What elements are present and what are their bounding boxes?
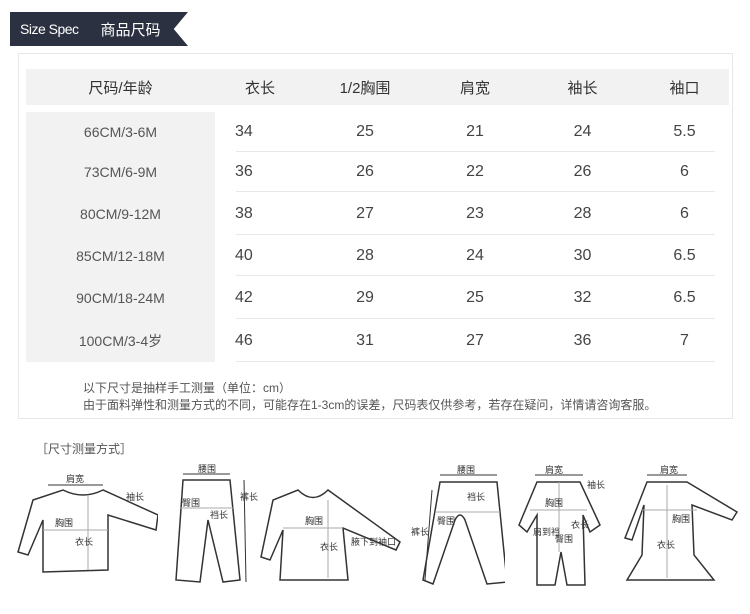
- value-cell: 21: [466, 123, 484, 140]
- table-row: 100CM/3-4岁 46 31 27 36 7: [26, 319, 729, 362]
- value-cell: 36: [235, 163, 253, 180]
- label: 胸围: [672, 513, 690, 525]
- label: 肩宽: [66, 473, 84, 485]
- value-cell: 6.5: [673, 246, 696, 264]
- row-divider: [236, 318, 715, 319]
- column-header: 肩宽: [459, 79, 490, 97]
- value-cell: 27: [356, 204, 374, 222]
- size-cell: 100CM/3-4岁: [78, 332, 163, 349]
- value-cell: 28: [573, 204, 592, 222]
- value-cell: 6: [680, 163, 689, 180]
- column-header: 袖长: [567, 79, 598, 97]
- value-cell: 30: [573, 246, 592, 264]
- value-cell: 22: [466, 163, 484, 180]
- size-cell: 66CM/3-6M: [83, 124, 158, 140]
- banner-cn: 商品尺码: [100, 21, 161, 39]
- label: 袖长: [126, 491, 144, 503]
- size-cell: 80CM/9-12M: [80, 205, 161, 222]
- table-row: 80CM/9-12M 38 27 23 28 6: [26, 192, 729, 235]
- label: 臀围: [555, 534, 573, 545]
- label: 臀围: [182, 498, 200, 509]
- label: 裆长: [210, 509, 228, 521]
- label: 裤长: [411, 526, 429, 538]
- table-row: 73CM/6-9M 36 26 22 26 6: [26, 152, 729, 192]
- size-column-bg: [26, 112, 215, 362]
- size-cell: 85CM/12-18M: [76, 247, 165, 264]
- note-line: 以下尺寸是抽样手工测量（单位：cm）: [83, 381, 291, 395]
- raglan-top-illustration: 胸围 衣长 腋下到袖口: [260, 489, 401, 581]
- value-cell: 6: [680, 204, 689, 222]
- label: 肩到裆: [533, 526, 560, 538]
- table-header: 尺码/年龄 衣长 1/2胸围 肩宽 袖长 袖口: [26, 69, 729, 105]
- column-header: 衣长: [244, 79, 275, 97]
- value-cell: 6.5: [673, 288, 696, 306]
- long-sleeve-top-illustration: 肩宽 袖长 胸围 衣长: [17, 473, 158, 573]
- open-crotch-pants-illustration: 腰围 裆长 臀围 裤长: [411, 465, 505, 585]
- label: 胸围: [305, 515, 323, 527]
- value-cell: 29: [356, 288, 374, 306]
- label: 臀围: [437, 516, 455, 527]
- value-cell: 23: [466, 204, 484, 222]
- label: 腰围: [457, 465, 475, 476]
- value-cell: 40: [235, 246, 253, 264]
- label: 腋下到袖口: [351, 536, 396, 548]
- label: 裆长: [467, 491, 485, 503]
- row-divider: [236, 191, 715, 192]
- table-row: 90CM/18-24M 42 29 25 32 6.5: [26, 276, 729, 319]
- banner-en: Size Spec: [20, 21, 79, 37]
- table-row: 85CM/12-18M 40 28 24 30 6.5: [26, 235, 729, 276]
- value-cell: 26: [356, 163, 374, 180]
- label: 肩宽: [660, 464, 678, 476]
- label: 衣长: [320, 541, 338, 553]
- pants-illustration: 腰围 裤长 臀围 裆长: [175, 464, 258, 583]
- size-table-card: 尺码/年龄 衣长 1/2胸围 肩宽 袖长 袖口 66CM/3-6M 34 25 21 24 5.5 7…: [18, 53, 733, 419]
- dress-illustration: 肩宽 胸围 衣长: [624, 464, 739, 581]
- value-cell: 5.5: [673, 123, 696, 140]
- value-cell: 25: [466, 288, 484, 306]
- value-cell: 36: [573, 331, 592, 349]
- label: 裤长: [240, 491, 258, 503]
- column-header: 尺码/年龄: [88, 79, 153, 97]
- value-cell: 31: [356, 331, 374, 349]
- romper-illustration: 肩宽 袖长 胸围 衣长 肩到裆 臀围: [518, 464, 605, 586]
- row-divider: [236, 275, 715, 276]
- measurement-method-title: ［尺寸测量方式］: [36, 442, 133, 456]
- note-line: 由于面料弹性和测量方式的不同，可能存在1-3cm的误差，尺码表仅供参考，若存在疑…: [83, 398, 657, 412]
- column-header: 1/2胸围: [339, 79, 391, 97]
- row-divider: [236, 234, 715, 235]
- value-cell: 24: [573, 123, 592, 140]
- label: 胸围: [55, 517, 73, 529]
- label: 衣长: [657, 539, 675, 551]
- value-cell: 34: [235, 123, 253, 140]
- table-row: 66CM/3-6M 34 25 21 24 5.5: [26, 112, 729, 152]
- label: 肩宽: [545, 464, 563, 476]
- value-cell: 26: [573, 163, 592, 180]
- value-cell: 28: [356, 246, 374, 264]
- value-cell: 32: [573, 288, 592, 306]
- value-cell: 7: [680, 331, 689, 349]
- column-header: 袖口: [669, 79, 700, 97]
- value-cell: 38: [235, 204, 253, 222]
- size-spec-banner: Size Spec 商品尺码: [10, 12, 188, 46]
- label: 袖长: [587, 479, 605, 491]
- value-cell: 27: [466, 331, 484, 349]
- size-cell: 90CM/18-24M: [76, 289, 165, 306]
- label: 衣长: [75, 536, 93, 548]
- value-cell: 46: [235, 331, 253, 349]
- value-cell: 25: [356, 123, 374, 140]
- row-divider: [236, 151, 715, 152]
- label: 衣长: [571, 519, 589, 531]
- label: 胸围: [545, 497, 563, 509]
- value-cell: 24: [466, 246, 484, 264]
- size-cell: 73CM/6-9M: [83, 164, 158, 180]
- measurement-notes: 以下尺寸是抽样手工测量（单位：cm） 由于面料弹性和测量方式的不同，可能存在1-…: [83, 380, 656, 414]
- label: 腰围: [198, 464, 216, 475]
- row-divider: [236, 361, 715, 362]
- value-cell: 42: [235, 288, 253, 306]
